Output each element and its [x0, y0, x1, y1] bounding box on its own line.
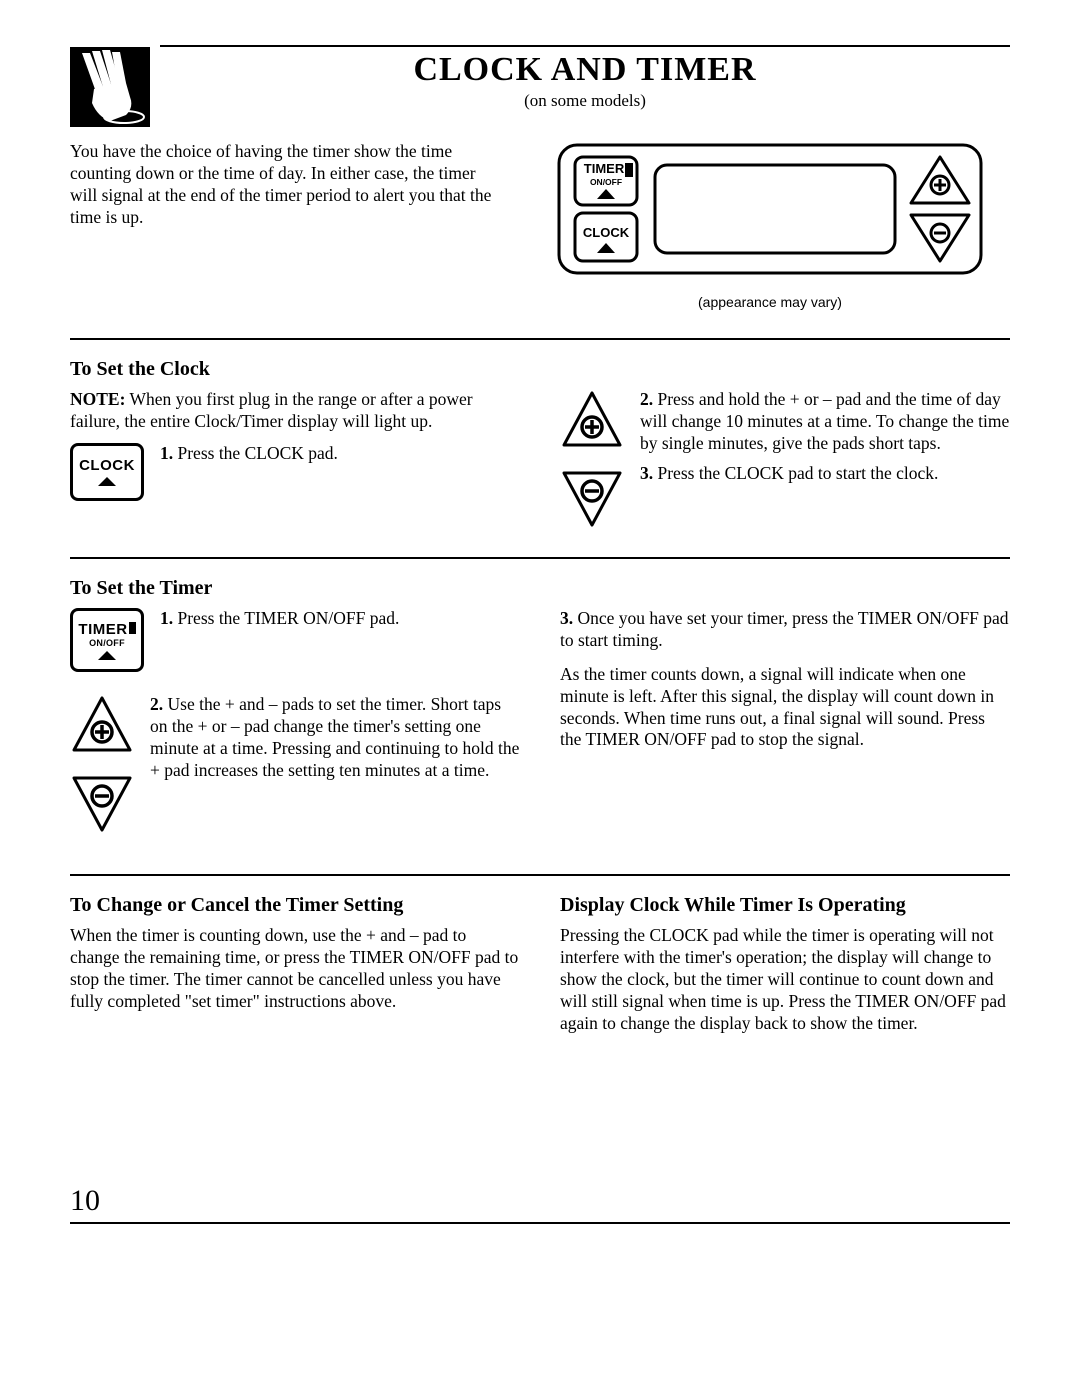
- page-title: CLOCK AND TIMER: [160, 51, 1010, 89]
- clock-pad-label: CLOCK: [79, 457, 135, 474]
- heading-set-timer: To Set the Timer: [70, 577, 1010, 600]
- section-rule-1: [70, 338, 1010, 340]
- timer-step-1-text: 1. Press the TIMER ON/OFF pad.: [160, 608, 520, 630]
- svg-text:CLOCK: CLOCK: [583, 225, 630, 240]
- svg-text:TIMER: TIMER: [584, 161, 625, 176]
- section-rule-3: [70, 874, 1010, 876]
- clock-step-2: 2. Press and hold the + or – pad and the…: [560, 389, 1010, 529]
- title-block: CLOCK AND TIMER (on some models): [160, 47, 1010, 111]
- set-clock-note: NOTE: When you first plug in the range o…: [70, 389, 520, 433]
- heading-display-clock: Display Clock While Timer Is Operating: [560, 894, 1010, 917]
- step-num: 2.: [640, 389, 653, 409]
- clock-pad-icon: CLOCK: [70, 443, 144, 501]
- timer-flag-icon: [129, 622, 136, 634]
- note-label: NOTE:: [70, 389, 125, 409]
- step-num: 1.: [160, 443, 173, 463]
- timer-pad-icon: TIMER ON/OFF: [70, 608, 144, 672]
- page-subtitle: (on some models): [160, 91, 1010, 111]
- intro-text: You have the choice of having the timer …: [70, 141, 500, 310]
- timer-step-2: 2. Use the + and – pads to set the timer…: [70, 694, 520, 834]
- step-num: 2.: [150, 694, 163, 714]
- step-text-content: Press the CLOCK pad.: [173, 443, 338, 463]
- arrow-up-icon: [98, 477, 116, 486]
- svg-text:ON/OFF: ON/OFF: [590, 177, 622, 187]
- control-panel-illustration: TIMER ON/OFF CLOCK (appeara: [530, 141, 1010, 310]
- page: CLOCK AND TIMER (on some models) You hav…: [0, 0, 1080, 1264]
- plus-minus-pads-icon: [560, 389, 624, 529]
- set-timer-right: 3. Once you have set your timer, press t…: [560, 608, 1010, 834]
- step-text-content: Press the CLOCK pad to start the clock.: [653, 463, 938, 483]
- set-clock-right: 2. Press and hold the + or – pad and the…: [560, 389, 1010, 529]
- timer-pad-sublabel: ON/OFF: [89, 638, 125, 648]
- appearance-note: (appearance may vary): [530, 294, 1010, 310]
- timer-step-1: TIMER ON/OFF 1. Press the TIMER ON/OFF p…: [70, 608, 520, 672]
- note-text: When you first plug in the range or afte…: [70, 389, 473, 431]
- step-text-content: Press the TIMER ON/OFF pad.: [173, 608, 399, 628]
- hand-stove-icon: [70, 47, 150, 127]
- clock-right-steps: 2. Press and hold the + or – pad and the…: [640, 389, 1010, 485]
- plus-minus-pads-icon: [70, 694, 134, 834]
- timer-paragraph: As the timer counts down, a signal will …: [560, 664, 1010, 752]
- display-clock-section: Display Clock While Timer Is Operating P…: [560, 894, 1010, 1034]
- heading-change-cancel: To Change or Cancel the Timer Setting: [70, 894, 520, 917]
- clock-step-2-text: 2. Press and hold the + or – pad and the…: [640, 389, 1010, 455]
- step-text-content: Use the + and – pads to set the timer. S…: [150, 694, 519, 780]
- timer-step-2-text: 2. Use the + and – pads to set the timer…: [150, 694, 520, 782]
- display-clock-text: Pressing the CLOCK pad while the timer i…: [560, 925, 1010, 1034]
- section-rule-2: [70, 557, 1010, 559]
- step-text-content: Once you have set your timer, press the …: [560, 608, 1009, 650]
- set-clock-row: NOTE: When you first plug in the range o…: [70, 389, 1010, 529]
- set-timer-left: TIMER ON/OFF 1. Press the TIMER ON/OFF p…: [70, 608, 520, 834]
- set-timer-row: TIMER ON/OFF 1. Press the TIMER ON/OFF p…: [70, 608, 1010, 834]
- intro-row: You have the choice of having the timer …: [70, 141, 1010, 310]
- arrow-up-icon: [98, 651, 116, 660]
- bottom-rule: [70, 1222, 1010, 1224]
- clock-step-1: CLOCK 1. Press the CLOCK pad.: [70, 443, 520, 501]
- timer-pad-label: TIMER: [78, 621, 127, 638]
- step-num: 1.: [160, 608, 173, 628]
- change-cancel-section: To Change or Cancel the Timer Setting Wh…: [70, 894, 520, 1034]
- clock-step-1-text: 1. Press the CLOCK pad.: [160, 443, 520, 465]
- set-clock-left: NOTE: When you first plug in the range o…: [70, 389, 520, 529]
- change-cancel-text: When the timer is counting down, use the…: [70, 925, 520, 1013]
- step-text-content: Press and hold the + or – pad and the ti…: [640, 389, 1009, 453]
- clock-step-3-text: 3. Press the CLOCK pad to start the cloc…: [640, 463, 1010, 485]
- step-num: 3.: [560, 608, 573, 628]
- page-number: 10: [70, 1184, 1010, 1218]
- header-row: CLOCK AND TIMER (on some models): [70, 47, 1010, 127]
- bottom-row: To Change or Cancel the Timer Setting Wh…: [70, 894, 1010, 1034]
- step-num: 3.: [640, 463, 653, 483]
- timer-step-3-text: 3. Once you have set your timer, press t…: [560, 608, 1010, 652]
- heading-set-clock: To Set the Clock: [70, 358, 1010, 381]
